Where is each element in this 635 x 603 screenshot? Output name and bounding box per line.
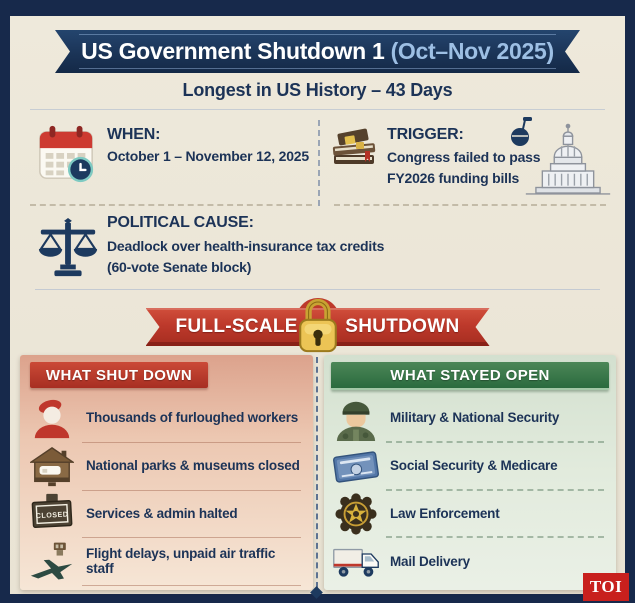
title-main: US Government Shutdown 1	[81, 38, 391, 64]
row-separator	[386, 488, 604, 491]
shut-down-list: Thousands of furloughed workers	[20, 395, 313, 586]
cause-line-2: (60-vote Senate block)	[107, 259, 252, 275]
list-item-label: Social Security & Medicare	[390, 458, 558, 474]
row-separator	[82, 441, 301, 443]
airplane-icon	[28, 539, 76, 585]
trigger-line-2: FY2026 funding bills	[387, 170, 520, 186]
shutdown-ribbon: FULL-SCALE SHUTDOWN	[146, 296, 490, 358]
cause-line-1: Deadlock over health-insurance tax credi…	[107, 238, 385, 254]
trigger-label: TRIGGER:	[387, 126, 464, 143]
closed-sign-text: CLOSED	[36, 511, 69, 521]
calendar-icon	[35, 122, 97, 189]
police-badge-icon	[332, 491, 380, 537]
column-dashed-divider	[316, 357, 318, 588]
soldier-icon	[332, 396, 380, 442]
list-item: Social Security & Medicare	[324, 443, 616, 491]
list-item-label: Services & admin halted	[86, 505, 238, 521]
list-item: Law Enforcement	[324, 491, 616, 539]
ribbon-right-text: SHUTDOWN	[345, 316, 460, 337]
row-separator	[82, 489, 301, 491]
page-title: US Government Shutdown 1 (Oct–Nov 2025)	[81, 38, 554, 65]
stayed-open-panel: WHAT STAYED OPEN Military & Nationa	[324, 355, 616, 590]
dashed-divider	[334, 204, 606, 206]
social-security-card-icon	[332, 444, 380, 490]
law-books-icon	[330, 124, 380, 179]
ribbon-left-text: FULL-SCALE	[175, 316, 298, 337]
list-item-label: Mail Delivery	[390, 553, 470, 569]
list-item: CLOSED Services & admin halted	[20, 491, 313, 539]
park-cabin-icon	[28, 444, 76, 490]
divider-line	[35, 289, 600, 290]
padlock-icon	[295, 294, 341, 361]
row-separator	[82, 585, 301, 586]
capitol-icon	[524, 122, 612, 203]
banner-inner-line	[79, 34, 556, 69]
stayed-open-list: Military & National Security	[324, 395, 616, 586]
list-item: Flight delays, unpaid air traffic staff	[20, 538, 313, 586]
justice-scales-icon	[35, 216, 101, 287]
list-item: Military & National Security	[324, 395, 616, 443]
list-item-label: Thousands of furloughed workers	[86, 410, 299, 426]
furloughed-worker-icon	[28, 396, 76, 442]
page-background: US Government Shutdown 1 (Oct–Nov 2025) …	[10, 16, 625, 599]
list-item: National parks & museums closed	[20, 443, 313, 491]
row-separator	[386, 440, 604, 443]
when-value: October 1 – November 12, 2025	[107, 148, 309, 164]
row-separator	[82, 537, 301, 539]
title-banner: US Government Shutdown 1 (Oct–Nov 2025)	[55, 30, 580, 73]
shut-down-panel: WHAT SHUT DOWN Thousands of furloughed w…	[20, 355, 313, 590]
list-item-label: Flight delays, unpaid air traffic staff	[86, 546, 276, 577]
list-item: Mail Delivery	[324, 538, 616, 586]
trigger-line-1: Congress failed to pass	[387, 149, 541, 165]
toi-logo: TOI	[583, 573, 629, 601]
list-item: Thousands of furloughed workers	[20, 395, 313, 443]
list-item-label: Law Enforcement	[390, 505, 500, 521]
dashed-divider	[30, 204, 312, 206]
page-subtitle: Longest in US History – 43 Days	[182, 80, 453, 100]
cause-label: POLITICAL CAUSE:	[107, 214, 254, 231]
vertical-dashed-divider	[318, 120, 320, 206]
divider-line	[30, 109, 605, 110]
shut-down-header: WHAT SHUT DOWN	[30, 362, 208, 388]
mail-truck-icon	[332, 539, 380, 585]
row-separator	[386, 536, 604, 539]
gavel-icon	[508, 116, 534, 153]
list-item-label: National parks & museums closed	[86, 458, 300, 474]
list-item-label: Military & National Security	[390, 410, 560, 426]
stayed-open-header: WHAT STAYED OPEN	[331, 362, 609, 390]
title-accent: (Oct–Nov 2025)	[390, 38, 554, 64]
closed-sign-icon: CLOSED	[28, 491, 76, 537]
when-label: WHEN:	[107, 126, 161, 143]
